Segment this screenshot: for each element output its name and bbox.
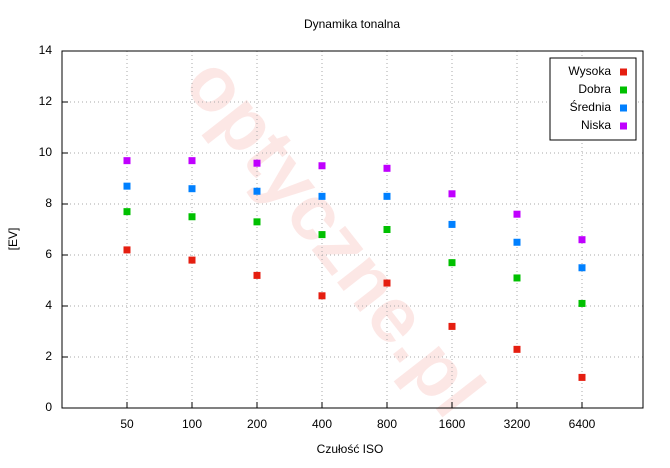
point: [383, 164, 391, 172]
point: [448, 190, 456, 198]
legend-marker: [620, 122, 627, 130]
x-tick-label: 3200: [504, 417, 531, 431]
point: [188, 185, 196, 193]
point: [578, 373, 586, 381]
point: [318, 162, 326, 170]
point: [513, 345, 521, 353]
legend-label: Wysoka: [568, 64, 611, 78]
point: [188, 157, 196, 165]
x-tick-label: 200: [247, 417, 267, 431]
point: [253, 159, 261, 167]
x-tick-label: 800: [377, 417, 397, 431]
point: [383, 226, 391, 233]
point: [578, 299, 586, 307]
plot-frame: [61, 50, 644, 409]
x-tick-label: 6400: [569, 417, 596, 431]
x-tick-label: 50: [120, 417, 134, 431]
legend-marker: [620, 68, 627, 76]
x-tick-label: 400: [312, 417, 332, 431]
point: [448, 322, 456, 330]
point: [188, 256, 196, 264]
legend-marker: [620, 104, 627, 112]
point: [253, 187, 261, 195]
point: [578, 236, 586, 244]
point: [123, 246, 131, 254]
point: [448, 220, 456, 228]
watermark: optyczne.pl: [168, 40, 501, 432]
legend-label: Średnia: [570, 99, 612, 114]
point: [123, 208, 131, 216]
point: [188, 213, 196, 221]
legend-marker: [620, 86, 627, 94]
point: [253, 271, 261, 279]
point: [448, 259, 456, 267]
point: [513, 238, 521, 246]
point: [513, 274, 521, 282]
point: [383, 192, 391, 200]
y-axis-title: [EV]: [6, 228, 20, 251]
point: [578, 264, 586, 272]
y-tick-label: 6: [45, 247, 52, 261]
y-tick-label: 14: [39, 43, 53, 57]
y-tick-label: 10: [39, 145, 53, 159]
y-tick-label: 4: [45, 298, 52, 312]
y-tick-label: 12: [39, 94, 53, 108]
x-tick-label: 100: [182, 417, 202, 431]
y-tick-label: 2: [45, 349, 52, 363]
point: [513, 210, 521, 218]
point: [123, 182, 131, 190]
point: [123, 157, 131, 165]
point: [318, 292, 326, 300]
point: [318, 192, 326, 200]
point: [253, 218, 261, 226]
chart-title: Dynamika tonalna: [304, 17, 400, 31]
point: [318, 231, 326, 239]
y-tick-label: 8: [45, 196, 52, 210]
y-tick-label: 0: [45, 400, 52, 414]
legend-label: Dobra: [578, 82, 611, 96]
x-axis-title: Czułość ISO: [317, 442, 384, 456]
point: [383, 279, 391, 287]
x-tick-label: 1600: [439, 417, 466, 431]
legend-label: Niska: [581, 118, 611, 132]
